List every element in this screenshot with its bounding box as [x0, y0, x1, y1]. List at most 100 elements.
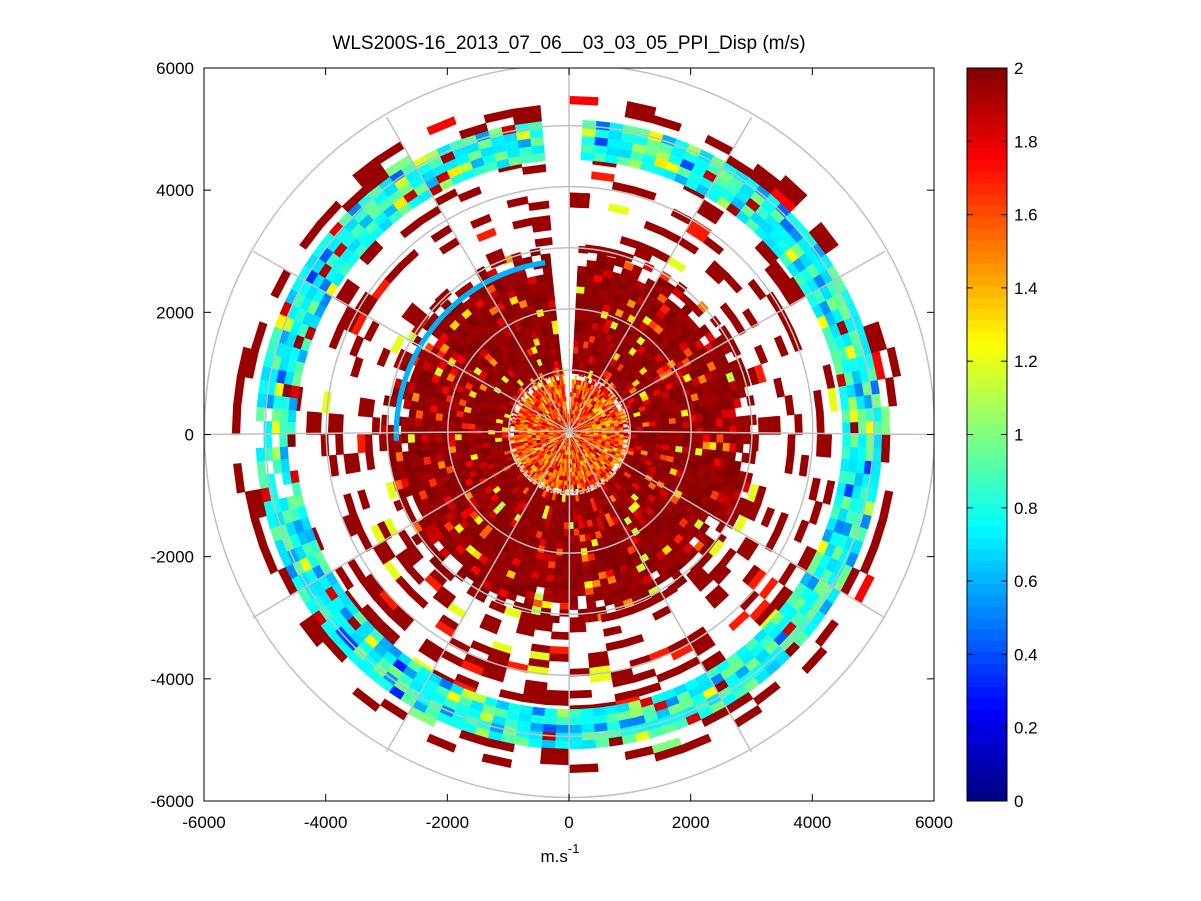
inner-cell [574, 535, 581, 543]
ring-cell [857, 446, 867, 461]
inner-cell [582, 567, 592, 576]
inner-cell [448, 415, 457, 423]
inner-cell [574, 541, 582, 550]
mid-cell [549, 653, 570, 662]
inner-cell [454, 439, 463, 447]
ring-cell [255, 406, 266, 422]
core-cell [543, 432, 549, 435]
inner-cell [543, 273, 554, 282]
core-cell [602, 432, 607, 435]
inner-cell [402, 399, 412, 410]
ring-cell [849, 446, 859, 461]
inner-cell [694, 447, 703, 456]
mid-cell [335, 434, 344, 456]
ring-cell [531, 706, 546, 717]
inner-cell [736, 434, 744, 444]
inner-cell [696, 434, 704, 442]
ring-cell [544, 708, 558, 718]
inner-cell [575, 561, 584, 570]
inner-cell [550, 541, 558, 549]
inner-cell [582, 560, 591, 570]
inner-cell [564, 501, 570, 510]
inner-cell [681, 446, 690, 454]
inner-cell [447, 421, 456, 429]
inner-cell [573, 339, 580, 348]
inner-cell [732, 460, 742, 472]
inner-cell [434, 440, 443, 449]
ring-cell [256, 393, 267, 409]
inner-cell [681, 415, 690, 423]
core-cell [593, 434, 599, 437]
ring-cell [841, 409, 851, 423]
inner-cell [568, 589, 578, 597]
ring-cell [580, 151, 594, 161]
core-cell [610, 434, 616, 438]
ring-cell [568, 716, 582, 726]
mid-cell [816, 434, 825, 458]
ring-cell [279, 421, 288, 435]
inner-cell [400, 434, 409, 444]
core-cell [570, 400, 573, 406]
inner-cell [709, 441, 717, 451]
inner-cell [708, 411, 717, 420]
core-cell [569, 392, 573, 397]
inner-cell [716, 434, 724, 443]
inner-cell [576, 588, 587, 597]
inner-cell [722, 442, 731, 452]
ring-cell [858, 421, 867, 435]
inner-cell [568, 602, 579, 611]
inner-cell [565, 495, 570, 503]
core-cell [623, 427, 629, 430]
inner-cell [729, 416, 737, 427]
ring-cell [255, 447, 266, 463]
inner-cell [721, 450, 730, 461]
inner-cell [546, 567, 556, 576]
inner-cell [454, 434, 462, 441]
inner-cell [675, 445, 683, 453]
inner-cell [415, 409, 424, 420]
ring-cell [581, 715, 595, 726]
inner-cell [547, 299, 556, 309]
inner-cell [749, 414, 757, 426]
mid-cell [568, 199, 590, 209]
inner-cell [558, 528, 565, 537]
inner-cell [474, 438, 483, 445]
inner-cell [576, 272, 587, 281]
inner-cell [563, 528, 570, 537]
inner-cell [408, 450, 417, 461]
core-cell [570, 396, 574, 402]
inner-cell [669, 422, 677, 430]
inner-cell [461, 439, 469, 447]
inner-cell [421, 411, 430, 420]
inner-cell [735, 415, 744, 426]
inner-cell [501, 434, 509, 439]
ring-cell [530, 144, 545, 155]
inner-cell [434, 420, 443, 429]
chart-title: WLS200S-16_2013_07_06__03_03_05_PPI_Disp… [332, 33, 805, 54]
inner-cell [576, 575, 585, 583]
inner-cell [649, 434, 657, 440]
ring-cell [580, 708, 594, 718]
mid-cell [823, 434, 833, 458]
inner-cell [580, 313, 589, 322]
inner-cell [709, 418, 717, 428]
inner-cell [474, 434, 482, 440]
inner-cell [576, 581, 586, 590]
inner-cell [735, 443, 744, 454]
inner-cell [675, 422, 684, 430]
inner-cell [551, 588, 562, 597]
inner-cell [562, 542, 570, 550]
inner-cell [427, 426, 435, 435]
edge-arc-cell [532, 261, 540, 268]
ring-cell [530, 714, 545, 725]
inner-cell [552, 581, 562, 590]
ring-cell [541, 739, 556, 750]
inner-cell [695, 420, 704, 429]
inner-cell [401, 416, 409, 427]
inner-cell [559, 602, 570, 611]
inner-cell [655, 443, 664, 450]
ring-cell [842, 421, 851, 435]
inner-cell [635, 437, 644, 443]
ring-cell [281, 471, 292, 486]
